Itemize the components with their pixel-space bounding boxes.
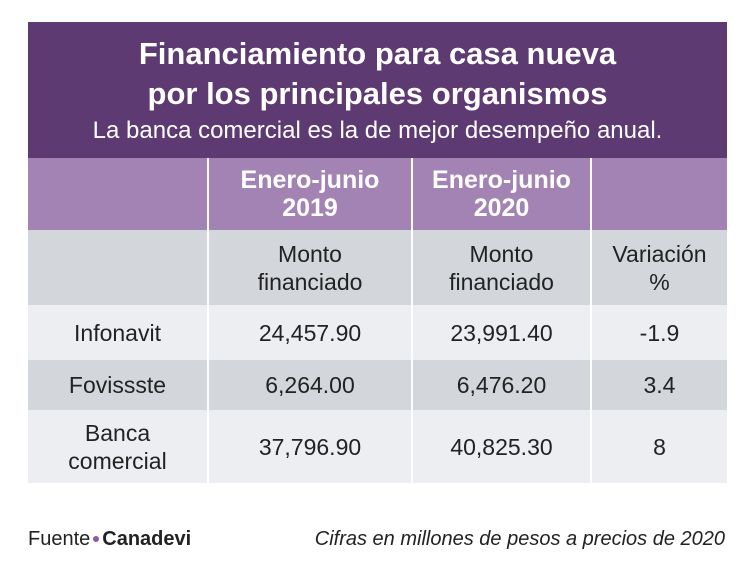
cell-text: 2019 (282, 194, 338, 222)
title: por los principales organismos (147, 76, 608, 111)
cell-text: Infonavit (74, 319, 161, 346)
cell-text: Monto (469, 240, 534, 267)
table-cell: Fovissste (28, 360, 207, 410)
table-cell (28, 230, 207, 305)
subtitle: La banca comercial es la de mejor desemp… (92, 117, 663, 144)
table-cell: 3.4 (590, 360, 727, 410)
cell-text: % (649, 268, 670, 295)
table-cell: 24,457.90 (207, 305, 411, 360)
cell-text: Variación (612, 240, 707, 267)
cell-text: financiado (449, 268, 554, 295)
bullet (93, 536, 100, 542)
title: Financiamiento para casa nueva (138, 36, 617, 71)
cell-text: Fovissste (68, 372, 167, 398)
table-cell: 6,476.20 (411, 360, 590, 410)
source: Fuente Canadevi (28, 528, 191, 551)
source-name: Canadevi (102, 528, 192, 550)
cell-text: comercial (68, 447, 167, 474)
cell-text: Enero-junio (240, 166, 380, 194)
cell-text: 24,457.90 (258, 319, 362, 346)
table-cell (28, 158, 207, 230)
table-cell: Enero-junio 2019 (207, 158, 411, 230)
table-cell: Variación% (590, 230, 727, 305)
cell-text: Enero-junio (432, 166, 571, 194)
cell-text: 3.4 (643, 372, 676, 398)
table-cell: 37,796.90 (207, 410, 411, 483)
infographic: Financiamiento para casa nueva por los p… (28, 22, 727, 483)
cell-text: -1.9 (639, 319, 680, 346)
cell-text: 2020 (473, 194, 530, 222)
cell-text: 23,991.40 (450, 319, 553, 346)
cell-text: 8 (653, 433, 666, 460)
table-cell: 8 (590, 410, 727, 483)
table-cell: Banca comercial (28, 410, 207, 483)
table-cell: -1.9 (590, 305, 727, 360)
header: Financiamiento para casa nueva por los p… (28, 22, 727, 158)
note: Cifras en millones de pesos a precios de… (314, 528, 725, 550)
table: Enero-junio 2019 Enero-junio 2020 Monto finan… (28, 158, 727, 483)
cell-text: 6,264.00 (265, 372, 355, 398)
cell-text: 37,796.90 (258, 433, 362, 460)
table-cell (590, 158, 727, 230)
cell-text: 40,825.30 (450, 433, 553, 460)
cell-text: Monto (278, 240, 342, 267)
source-label: Fuente (28, 528, 91, 550)
table-cell: Enero-junio 2020 (411, 158, 590, 230)
cell-text: financiado (257, 268, 363, 295)
table-cell: 40,825.30 (411, 410, 590, 483)
table-cell: Monto financiado (207, 230, 411, 305)
table-cell: 23,991.40 (411, 305, 590, 360)
cell-text: 6,476.20 (456, 372, 547, 398)
table-cell: Infonavit (28, 305, 207, 360)
cell-text: Banca (84, 419, 151, 446)
table-cell: Monto financiado (411, 230, 590, 305)
table-cell: 6,264.00 (207, 360, 411, 410)
